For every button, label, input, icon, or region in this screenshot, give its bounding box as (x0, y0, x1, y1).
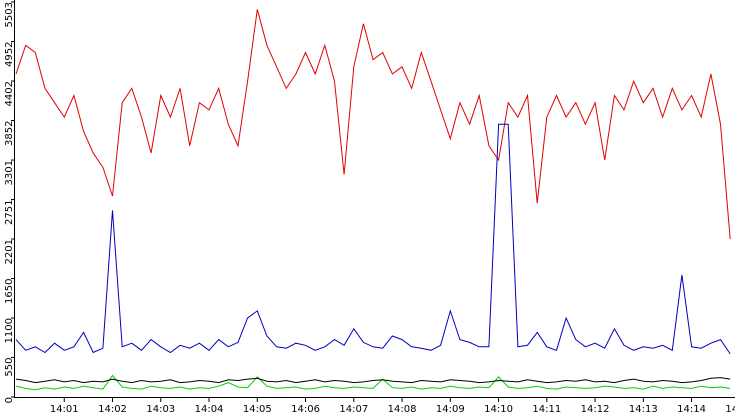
series-line (15, 123, 731, 355)
x-tick-label: 14:15 (725, 404, 735, 415)
y-tick-label: 1100 (4, 318, 15, 343)
x-tick-label: 14:09 (436, 404, 465, 415)
y-tick-label: 3301 (4, 160, 15, 185)
x-tick-label: 14:10 (484, 404, 513, 415)
x-tick-label: 14:12 (581, 404, 610, 415)
y-tick-label: 2751 (4, 200, 15, 225)
x-tick-label: 14:11 (532, 404, 561, 415)
x-tick-label: 14:13 (629, 404, 658, 415)
series-line (15, 374, 731, 391)
x-tick-label: 14:02 (98, 404, 127, 415)
y-tick-label: 3852 (4, 121, 15, 146)
x-tick-label: 14:04 (195, 404, 224, 415)
x-tick-label: 14:06 (291, 404, 320, 415)
x-tick-label: 14:14 (677, 404, 706, 415)
y-tick-label: 4402 (4, 81, 15, 106)
y-tick-label: 2201 (4, 239, 15, 264)
series-line (15, 9, 731, 240)
x-tick-label: 14:01 (50, 404, 79, 415)
x-tick-label: 14:07 (339, 404, 368, 415)
y-tick-label: 1650 (4, 279, 15, 304)
x-tick-label: 14:05 (243, 404, 272, 415)
y-tick-label: 550 (4, 358, 15, 377)
y-tick-label: 4952 (4, 42, 15, 67)
y-tick-label: 5503 (4, 2, 15, 27)
y-tick-label: 0 (4, 397, 15, 403)
x-tick-label: 14:08 (388, 404, 417, 415)
series-line (15, 377, 731, 384)
x-tick-label: 14:03 (146, 404, 175, 415)
